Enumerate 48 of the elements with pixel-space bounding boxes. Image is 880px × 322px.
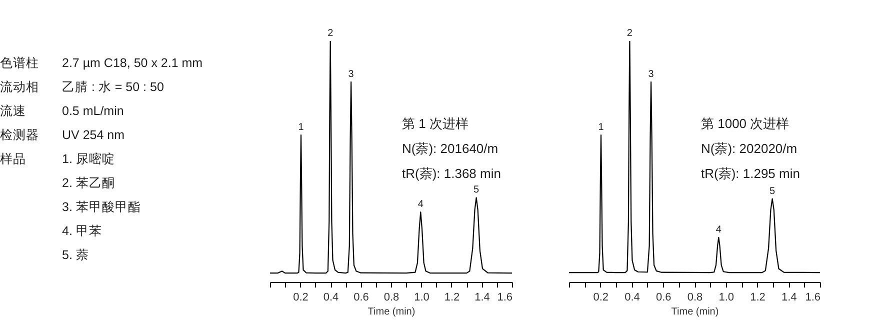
text: 1. 尿嘧啶	[62, 151, 115, 166]
text: 色谱柱	[0, 56, 39, 70]
annotation: N(萘): 201640/m	[402, 141, 498, 156]
annotation: 2	[626, 28, 633, 39]
annotation: N(萘): 202020/m	[701, 141, 798, 156]
x-tick-label: 0.2	[293, 292, 308, 304]
annotation: 2	[328, 28, 334, 39]
text: 5. 萘	[62, 248, 89, 262]
x-tick-label: 0.4	[624, 292, 640, 304]
x-tick-label: 0.4	[323, 292, 339, 304]
text: 2. 苯乙酮	[62, 176, 115, 190]
text: 样品	[0, 152, 26, 166]
x-tick-label: 1.2	[444, 292, 460, 304]
text: UV 254 nm	[62, 128, 125, 142]
x-tick-label: 0.8	[384, 292, 400, 304]
annotation: 5	[474, 184, 480, 196]
x-tick-label: 0.6	[656, 292, 672, 304]
x-tick-label: 0.8	[687, 292, 703, 304]
x-tick-label: 1.6	[805, 292, 820, 304]
text: 4. 甲苯	[62, 224, 102, 238]
x-tick-label: 0.2	[593, 292, 609, 304]
x-tick-label: 1.4	[474, 292, 490, 304]
annotation: 1	[598, 122, 604, 133]
text: 流动相	[0, 79, 39, 94]
text: 2.7 µm C18, 50 x 2.1 mm	[62, 56, 203, 70]
annotation: tR(萘): 1.368 min	[402, 166, 501, 181]
annotation: 5	[770, 186, 776, 197]
x-tick-label: 1.2	[750, 292, 766, 304]
x-axis-title: Time (min)	[368, 306, 416, 318]
annotation: tR(萘): 1.295 min	[701, 166, 800, 181]
annotation: 3	[348, 68, 354, 80]
x-tick-label: 1.0	[718, 292, 734, 304]
annotation: 3	[648, 68, 654, 80]
text: 乙腈 : 水 = 50 : 50	[62, 80, 164, 94]
annotation: 1	[298, 122, 304, 133]
text: 3. 苯甲酸甲酯	[62, 200, 141, 214]
x-tick-label: 1.4	[781, 292, 797, 304]
x-tick-label: 1.6	[497, 292, 512, 304]
annotation: 第 1000 次进样	[701, 116, 790, 131]
text: 流速	[0, 103, 26, 118]
annotation: 4	[716, 224, 722, 236]
text: 检测器	[0, 128, 39, 142]
annotation: 4	[418, 199, 424, 210]
x-tick-label: 0.6	[354, 292, 369, 304]
text: 0.5 mL/min	[62, 104, 124, 118]
x-tick-label: 1.0	[414, 292, 430, 304]
annotation: 第 1 次进样	[402, 116, 468, 131]
x-axis-title: Time (min)	[671, 306, 719, 318]
